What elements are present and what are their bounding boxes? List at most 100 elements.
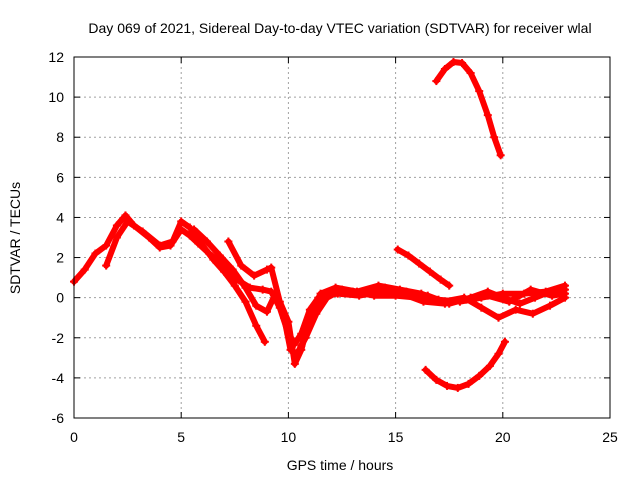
data-point [290,359,299,368]
y-tick-label: -6 [52,410,65,426]
data-point [331,283,340,292]
data-point [121,211,130,220]
data-point [252,321,261,330]
y-tick-label: 0 [56,290,64,306]
data-point [275,297,284,306]
x-tick-label: 15 [388,429,404,445]
data-point [449,58,458,67]
y-axis-label: SDTVAR / TECUs [7,182,23,294]
data-point [333,289,342,298]
data-point [505,297,514,306]
data-point [230,281,239,290]
data-point [445,281,454,290]
data-point [310,305,319,314]
data-point [252,301,261,310]
data-point [494,349,503,358]
data-point [209,255,218,264]
y-tick-label: 2 [56,250,64,266]
data-point [112,233,121,242]
data-point [215,251,224,260]
data-point [462,295,471,304]
data-point [526,285,535,294]
data-point [500,337,509,346]
data-point [443,381,452,390]
data-point [475,371,484,380]
data-point [190,225,199,234]
data-point [483,291,492,300]
data-point [560,289,569,298]
data-point [483,111,492,120]
data-point [419,297,428,306]
data-point [421,365,430,374]
data-point [425,267,434,276]
data-point [545,301,554,310]
y-tick-label: 12 [48,49,64,65]
data-point [228,265,237,274]
data-point [262,307,271,316]
data-point [155,241,164,250]
data-point [548,291,557,300]
data-point [417,289,426,298]
data-point [440,65,449,74]
data-point [511,305,520,314]
x-tick-label: 20 [495,429,511,445]
data-point [258,285,267,294]
data-point [485,361,494,370]
data-point [168,237,177,246]
plot-frame [73,56,611,419]
data-point [112,221,121,230]
data-point [91,249,100,258]
data-point [490,133,499,142]
data-point [415,259,424,268]
data-point [436,275,445,284]
data-point [250,271,259,280]
x-tick-label: 0 [70,429,78,445]
data-point [355,291,364,300]
data-point [464,379,473,388]
data-point [224,237,233,246]
data-point [260,337,269,346]
data-point [432,77,441,86]
data-point [177,217,186,226]
data-point [440,299,449,308]
data-point [202,237,211,246]
data-point [477,303,486,312]
y-tick-label: 4 [56,209,64,225]
y-tick-label: -2 [52,330,65,346]
data-point [241,283,250,292]
x-axis-label: GPS time / hours [287,457,394,473]
data-point [297,341,306,350]
data-point [494,313,503,322]
data-point [138,227,147,236]
data-point [318,291,327,300]
y-tick-label: -4 [52,370,65,386]
data-point [303,325,312,334]
data-point [393,245,402,254]
tick-layer: 0 5 10 15 20 25 -6 -4 -2 0 2 4 6 8 10 12 [48,49,618,445]
chart-title: Day 069 of 2021, Sidereal Day-to-day VTE… [88,20,591,36]
series-track-e [298,286,568,349]
y-tick-label: 10 [48,89,64,105]
data-point [404,251,413,260]
data-point [374,281,383,290]
y-tick-label: 8 [56,129,64,145]
data-point [530,293,539,302]
data-point [267,263,276,272]
data-point [102,241,111,250]
data-point [262,265,271,274]
series-layer [70,58,569,392]
data-point [496,151,505,160]
data-point [398,289,407,298]
data-point [376,287,385,296]
x-tick-label: 10 [281,429,297,445]
data-point [220,267,229,276]
data-point [198,241,207,250]
data-point [123,217,132,226]
y-tick-label: 6 [56,169,64,185]
x-tick-label: 25 [602,429,618,445]
data-point [102,261,111,270]
data-point [515,299,524,308]
data-point [432,375,441,384]
